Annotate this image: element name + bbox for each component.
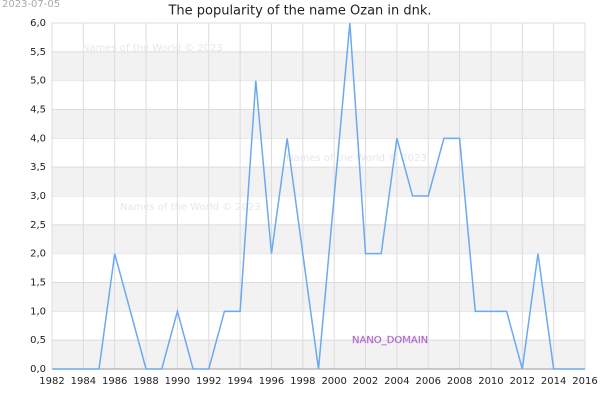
y-tick-label: 2,0	[30, 249, 46, 260]
chart-title: The popularity of the name Ozan in dnk.	[167, 4, 431, 19]
y-tick-label: 0,0	[30, 364, 46, 375]
x-tick-label: 1988	[133, 376, 158, 387]
date-stamp: 2023-07-05	[2, 0, 60, 10]
bands	[51, 22, 586, 370]
y-tick-label: 6,0	[30, 18, 46, 29]
watermark: Names of the World © 2023	[120, 202, 261, 213]
band	[52, 51, 585, 81]
band	[52, 167, 585, 196]
y-tick-label: 3,0	[30, 191, 46, 202]
y-tick-label: 2,5	[30, 220, 46, 231]
x-tick-label: 1998	[290, 376, 315, 387]
x-tick-label: 2000	[321, 376, 346, 387]
band	[52, 282, 585, 312]
y-tick-label: 5,5	[30, 47, 46, 58]
x-tick-label: 1992	[196, 376, 221, 387]
nano-domain: NANO_DOMAIN	[352, 335, 428, 346]
y-tick-label: 1,0	[30, 306, 46, 317]
x-tick-label: 2008	[447, 376, 472, 387]
y-tick-label: 4,5	[30, 105, 46, 116]
watermark: Names of the World © 2023	[286, 153, 427, 164]
watermark: Names of the World © 2023	[82, 43, 223, 54]
y-tick-label: 5,0	[30, 76, 46, 87]
y-tick-label: 4,0	[30, 133, 46, 144]
x-tick-label: 1996	[259, 376, 284, 387]
y-tick-label: 0,5	[30, 335, 46, 346]
y-tick-label: 3,5	[30, 162, 46, 173]
x-tick-label: 1990	[165, 376, 190, 387]
x-tick-label: 1984	[71, 376, 96, 387]
band	[52, 224, 585, 254]
x-tick-label: 2010	[478, 376, 503, 387]
x-tick-label: 2004	[384, 376, 409, 387]
x-tick-label: 1994	[227, 376, 252, 387]
x-tick-label: 2012	[510, 376, 535, 387]
x-tick-label: 1982	[39, 376, 64, 387]
x-tick-label: 2006	[416, 376, 441, 387]
band	[52, 109, 585, 139]
series-line	[52, 22, 585, 370]
x-tick-label: 2002	[353, 376, 378, 387]
x-tick-label: 2016	[572, 376, 597, 387]
x-tick-label: 1986	[102, 376, 127, 387]
y-tick-label: 1,5	[30, 278, 46, 289]
x-tick-label: 2014	[541, 376, 566, 387]
